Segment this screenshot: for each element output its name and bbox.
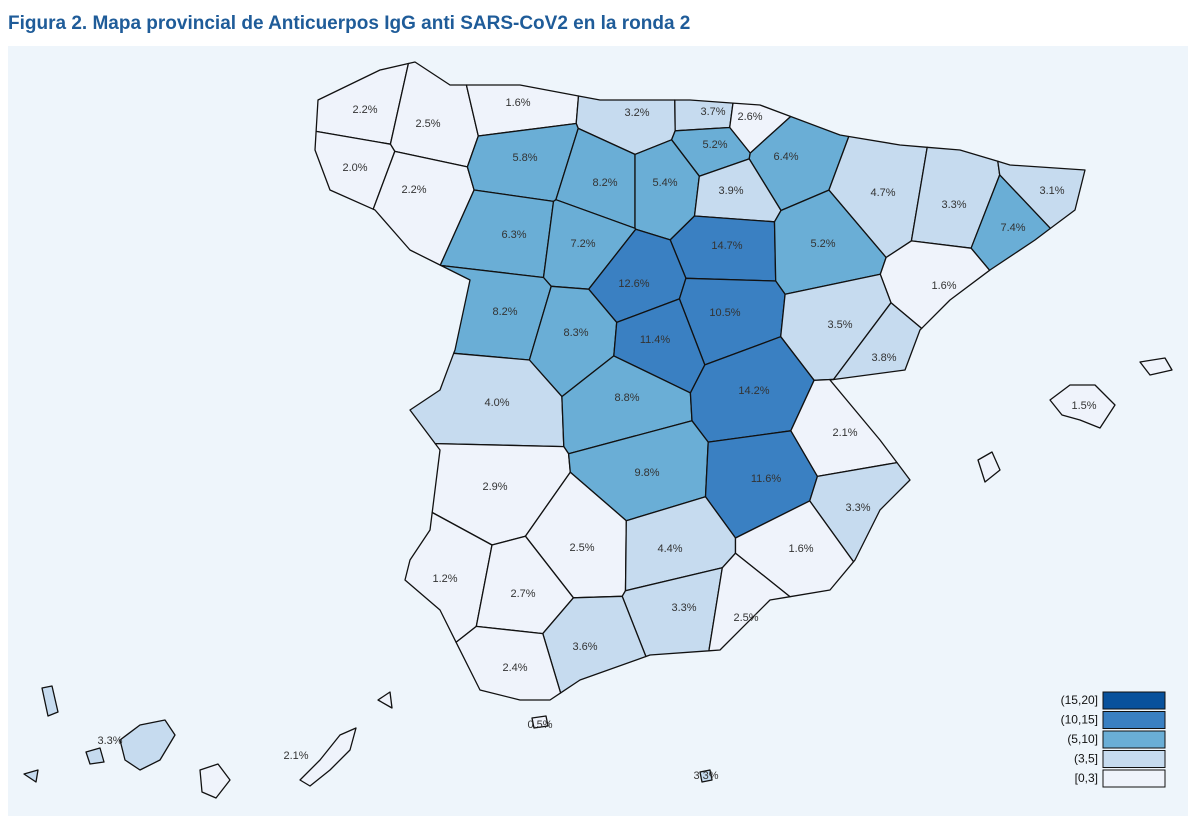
value-label: 5.8% xyxy=(512,152,537,164)
value-label: 3.3% xyxy=(941,199,966,211)
value-label: 8.8% xyxy=(614,392,639,404)
province xyxy=(809,461,911,563)
value-label: 14.2% xyxy=(738,385,769,397)
value-label: 7.4% xyxy=(1000,222,1025,234)
value-label: 1.6% xyxy=(788,543,813,555)
value-label: 0.5% xyxy=(527,719,552,731)
legend-label: (15,20] xyxy=(1061,693,1098,707)
legend-swatch xyxy=(1102,769,1166,788)
province xyxy=(1049,384,1116,429)
value-label: 3.6% xyxy=(572,641,597,653)
province xyxy=(299,727,357,787)
value-label: 6.3% xyxy=(501,229,526,241)
province xyxy=(41,685,59,717)
value-label: 14.7% xyxy=(711,240,742,252)
province xyxy=(455,625,562,701)
value-label: 11.4% xyxy=(640,334,671,346)
value-label: 1.6% xyxy=(931,280,956,292)
value-label: 3.7% xyxy=(700,106,725,118)
legend-label: [0,3] xyxy=(1075,771,1098,785)
legend-swatch xyxy=(1102,711,1166,729)
value-label: 2.1% xyxy=(283,750,308,762)
value-label: 2.0% xyxy=(342,162,367,174)
legend-label: (3,5] xyxy=(1074,752,1098,766)
value-label: 4.0% xyxy=(484,397,509,409)
value-label: 1.6% xyxy=(505,97,530,109)
value-label: 2.9% xyxy=(482,481,507,493)
value-label: 1.2% xyxy=(432,573,457,585)
value-label: 3.2% xyxy=(624,107,649,119)
value-label: 4.7% xyxy=(870,187,895,199)
value-label: 2.7% xyxy=(510,588,535,600)
value-label: 2.5% xyxy=(415,118,440,130)
province xyxy=(531,715,549,729)
value-label: 5.2% xyxy=(702,139,727,151)
value-label: 3.1% xyxy=(1039,185,1064,197)
province xyxy=(199,763,231,799)
value-label: 2.2% xyxy=(352,104,377,116)
value-label: 3.5% xyxy=(827,319,852,331)
value-label: 10.5% xyxy=(709,307,740,319)
province xyxy=(85,747,105,765)
figure-title: Figura 2. Mapa provincial de Anticuerpos… xyxy=(8,13,690,34)
value-label: 4.4% xyxy=(657,543,682,555)
province xyxy=(699,769,713,783)
value-label: 2.4% xyxy=(502,662,527,674)
legend-label: (5,10] xyxy=(1067,732,1098,746)
value-label: 3.3% xyxy=(693,770,718,782)
province xyxy=(377,691,393,709)
province xyxy=(119,719,176,771)
legend-swatch xyxy=(1102,750,1166,768)
value-label: 6.4% xyxy=(773,151,798,163)
legend-label: (10,15] xyxy=(1061,713,1098,727)
value-label: 8.2% xyxy=(492,306,517,318)
value-label: 7.2% xyxy=(570,238,595,250)
province xyxy=(1139,357,1173,376)
regions xyxy=(23,61,1173,799)
value-label: 5.2% xyxy=(810,238,835,250)
value-label: 3.9% xyxy=(718,185,743,197)
labels: 2.2% 2.5% 1.6% 3.2% 3.7% 2.6% 5.2% 6.4% 2.0% 2.2%… xyxy=(97,97,1096,782)
legend-swatch xyxy=(1102,730,1166,749)
value-label: 2.2% xyxy=(401,184,426,196)
value-label: 3.8% xyxy=(871,352,896,364)
province xyxy=(977,451,1001,483)
value-label: 3.3% xyxy=(671,602,696,614)
value-label: 8.2% xyxy=(592,177,617,189)
value-label: 2.5% xyxy=(569,542,594,554)
province xyxy=(708,552,791,652)
value-label: 1.5% xyxy=(1071,400,1096,412)
value-label: 5.4% xyxy=(652,177,677,189)
legend: (15,20] (10,15] (5,10] (3,5] [0,3] xyxy=(1061,691,1166,788)
legend-swatch xyxy=(1102,691,1166,710)
value-label: 12.6% xyxy=(618,278,649,290)
value-label: 9.8% xyxy=(634,467,659,479)
value-label: 3.3% xyxy=(845,502,870,514)
value-label: 2.1% xyxy=(832,427,857,439)
value-label: 3.3% xyxy=(97,735,122,747)
value-label: 2.5% xyxy=(733,612,758,624)
value-label: 2.6% xyxy=(737,111,762,123)
value-label: 11.6% xyxy=(751,473,782,485)
province xyxy=(23,769,39,783)
value-label: 8.3% xyxy=(563,327,588,339)
